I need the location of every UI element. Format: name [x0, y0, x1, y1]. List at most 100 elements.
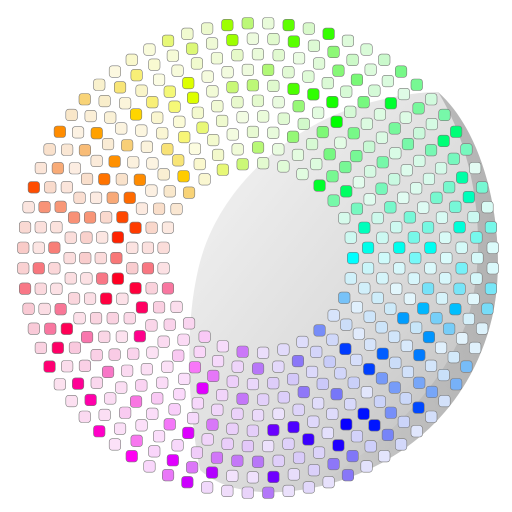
ring-dot [68, 341, 81, 354]
ring-dot [50, 282, 63, 295]
ring-dot [98, 330, 111, 343]
ring-dot [198, 173, 211, 186]
ring-dot [326, 170, 339, 183]
ring-dot [126, 262, 139, 275]
ring-dot [226, 422, 239, 435]
ring-dot [210, 451, 223, 464]
ring-dot [470, 272, 483, 285]
ring-dot [157, 168, 170, 181]
ring-dot [282, 18, 295, 32]
ring-dot [196, 121, 209, 134]
ring-dot [98, 408, 111, 422]
ring-dot [350, 150, 363, 163]
ring-dot [361, 241, 375, 254]
ring-dot [450, 125, 463, 138]
ring-dot [272, 49, 285, 62]
ring-dot [166, 49, 179, 62]
ring-dot [162, 469, 175, 482]
ring-dot [292, 100, 305, 113]
ring-dot [108, 348, 121, 361]
ring-dot [125, 53, 138, 66]
ring-dot [286, 373, 300, 386]
ring-dot [38, 201, 51, 214]
ring-dot [130, 69, 143, 82]
ring-dot [190, 446, 203, 459]
ring-dot [193, 158, 206, 171]
ring-dot [212, 354, 225, 368]
ring-dot [388, 381, 401, 394]
ring-dot [236, 345, 249, 358]
ring-dot [307, 88, 320, 101]
ring-dot [277, 391, 290, 404]
ring-dot [481, 201, 494, 214]
ring-dot [332, 64, 345, 77]
ring-dot [340, 418, 353, 431]
ring-dot [84, 393, 97, 407]
ring-dot [384, 302, 397, 315]
ring-dot [287, 420, 300, 434]
ring-dot [368, 84, 381, 97]
ring-dot [363, 310, 376, 323]
ring-dot [81, 172, 94, 185]
ring-dot [145, 184, 158, 197]
ring-dot [358, 282, 371, 295]
ring-dot [422, 172, 436, 185]
ring-dot [60, 181, 73, 194]
ring-dot [257, 393, 270, 406]
ring-dot [96, 231, 109, 244]
ring-dot [161, 282, 174, 295]
ring-dot [389, 356, 402, 369]
ring-dot [484, 221, 498, 234]
ring-dot [54, 303, 67, 316]
ring-dot [262, 486, 275, 499]
ring-dot [133, 330, 146, 343]
ring-dot [394, 65, 408, 78]
ring-dot [231, 360, 244, 373]
ring-dot [413, 376, 426, 389]
ring-dot [84, 110, 97, 123]
ring-dot [133, 173, 146, 186]
ring-dot [305, 138, 319, 151]
ring-dot [130, 434, 143, 447]
ring-dot [130, 108, 143, 121]
ring-dot [340, 318, 353, 331]
ring-dot [251, 94, 264, 107]
ring-dot [350, 73, 364, 86]
ring-dot [73, 191, 86, 204]
ring-dot [206, 85, 219, 98]
ring-dot [141, 241, 154, 254]
ring-dot [312, 446, 326, 459]
ring-dot [81, 330, 94, 344]
ring-dot [34, 341, 47, 355]
ring-dot [201, 22, 214, 35]
ring-dot [312, 397, 325, 410]
ring-dot [347, 127, 360, 140]
ring-dot [334, 367, 347, 380]
ring-dot [330, 115, 343, 128]
ring-dot [178, 372, 191, 386]
ring-dot [456, 171, 469, 184]
ring-dot [157, 241, 170, 254]
ring-dot [135, 419, 148, 432]
ring-dot [339, 342, 352, 356]
ring-dot [486, 241, 499, 254]
ring-dot [27, 181, 40, 194]
ring-dot [307, 464, 321, 477]
ring-dot [116, 211, 129, 224]
ring-dot [78, 359, 91, 372]
ring-dot [50, 221, 63, 234]
ring-dot [108, 65, 121, 78]
ring-dot [344, 398, 357, 411]
ring-dot [462, 312, 475, 326]
ring-dot [108, 155, 121, 168]
ring-dot [246, 471, 259, 484]
ring-dot [397, 88, 410, 101]
ring-dot [17, 241, 30, 254]
ring-dot [207, 369, 220, 383]
ring-dot [51, 341, 64, 354]
ring-dot [166, 454, 179, 467]
ring-dot [296, 168, 309, 181]
ring-dot [163, 85, 176, 98]
ring-dot [364, 63, 377, 76]
ring-dot [252, 455, 265, 468]
